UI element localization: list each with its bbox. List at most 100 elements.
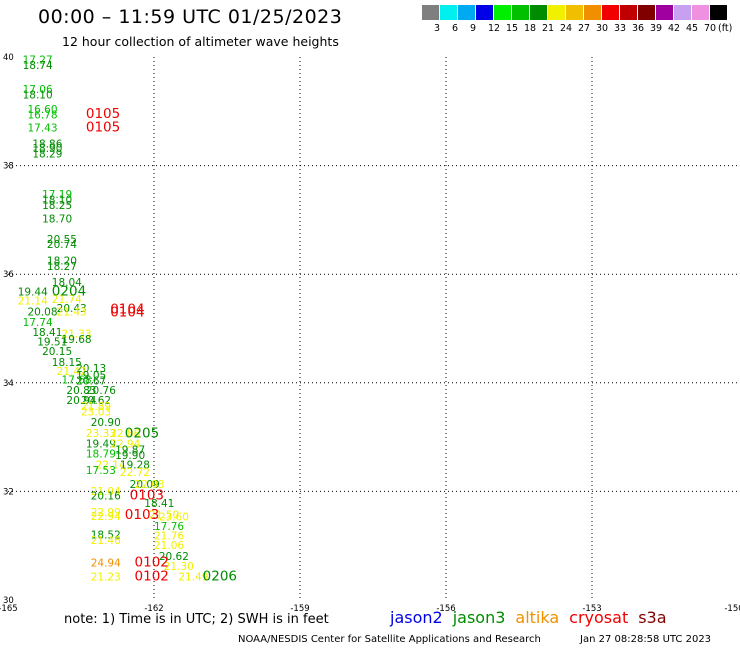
x-tick-label: -153 [582, 604, 601, 614]
legend-label: 12 [488, 23, 501, 34]
wave-height-label: 22.86 [110, 428, 140, 440]
wave-height-label: 21.46 [91, 535, 121, 547]
wave-height-label: 19.49 [86, 438, 116, 450]
grid-lines [8, 57, 738, 600]
legend-swatch [458, 5, 475, 20]
legend-label: 30 [596, 23, 609, 34]
wave-height-label: 20.62 [159, 551, 189, 563]
satellite-name-jason3: jason3 [452, 608, 506, 627]
chart-subtitle: 12 hour collection of altimeter wave hei… [62, 34, 339, 49]
wave-height-label: 24.94 [91, 557, 121, 569]
legend-label: 24 [560, 23, 573, 34]
wave-height-label: 23.60 [159, 512, 189, 524]
wave-height-label: 18.10 [42, 195, 72, 207]
wave-height-label: 18.25 [42, 200, 72, 212]
y-tick-label: 38 [3, 162, 14, 172]
legend-label: 39 [650, 23, 663, 34]
wave-height-label: 20.67 [76, 375, 106, 387]
wave-height-label: 18.52 [91, 530, 121, 542]
legend-swatch [584, 5, 601, 20]
pass-number-label: 0104 [110, 301, 144, 317]
legend-swatch [512, 5, 529, 20]
legend-label: 42 [668, 23, 681, 34]
legend-label: 18 [524, 23, 537, 34]
y-tick-label: 36 [3, 270, 14, 280]
wave-height-label: 20.55 [47, 234, 77, 246]
wave-height-label: 17.74 [23, 317, 53, 329]
wave-height-label: 22.03 [135, 479, 165, 491]
wave-height-label: 18.20 [47, 255, 77, 267]
wave-height-label: 18.90 [32, 143, 62, 155]
legend-label: 45 [686, 23, 699, 34]
legend-label: 36 [632, 23, 645, 34]
legend-swatch [530, 5, 547, 20]
wave-height-label: 19.44 [18, 286, 48, 298]
satellite-legend: jason2 jason3 altika cryosat s3a [390, 608, 677, 627]
wave-height-label: 20.16 [91, 491, 121, 503]
wave-height-label: 18.79 [86, 449, 116, 461]
legend-label: 15 [506, 23, 519, 34]
wave-height-label: 23.03 [81, 406, 111, 418]
wave-height-label: 17.27 [23, 55, 53, 67]
x-tick-label: -162 [144, 604, 163, 614]
legend-unit-label: (ft) [718, 23, 733, 34]
x-tick-label: -165 [0, 604, 18, 614]
wave-height-label: 20.76 [86, 385, 116, 397]
y-tick-label: 40 [3, 53, 14, 63]
data-points: 17.2718.7417.0618.1016.6016.7817.4318.86… [18, 55, 209, 584]
pass-number-label: 0104 [110, 305, 144, 321]
wave-height-label: 21.33 [62, 329, 92, 341]
wave-height-label: 21.49 [178, 571, 208, 583]
wave-height-label: 21.30 [164, 561, 194, 573]
wave-height-label: 17.76 [154, 521, 184, 533]
pass-number-label: 0103 [125, 507, 159, 523]
pass-number-label: 0102 [135, 568, 169, 584]
pass-number-label: 0102 [135, 554, 169, 570]
wave-height-label: 21.23 [91, 571, 121, 583]
wave-height-label: 18.74 [23, 60, 53, 72]
legend-label: 70 [704, 23, 717, 34]
legend-swatch [620, 5, 637, 20]
wave-height-label: 20.08 [27, 306, 57, 318]
wave-height-label: 18.29 [32, 148, 62, 160]
wave-height-label: 20.74 [47, 239, 77, 251]
legend-swatch [566, 5, 583, 20]
legend-label: 33 [614, 23, 627, 34]
wave-height-label: 22.72 [120, 467, 150, 479]
wave-height-label: 22.94 [91, 511, 121, 523]
wave-height-label: 20.83 [66, 385, 96, 397]
footnote: note: 1) Time is in UTC; 2) SWH is in fe… [64, 612, 329, 627]
satellite-name-jason2: jason2 [390, 608, 443, 627]
legend-swatch [548, 5, 565, 20]
wave-height-label: 18.15 [52, 357, 82, 369]
wave-height-label: 20.15 [42, 346, 72, 358]
wave-height-label: 21.74 [52, 294, 82, 306]
wave-height-label: 22.99 [91, 507, 121, 519]
satellite-name-cryosat: cryosat [569, 608, 629, 627]
wave-height-label: 21.14 [18, 296, 48, 308]
x-tick-label: -150 [724, 604, 740, 614]
wave-height-label: 21.42 [57, 366, 87, 378]
y-tick-label: 32 [3, 487, 14, 497]
satellite-name-altika: altika [515, 608, 560, 627]
wave-height-label: 18.86 [32, 139, 62, 151]
wave-height-label: 19.51 [37, 336, 67, 348]
wave-height-label: 20.94 [66, 395, 96, 407]
wave-height-label: 18.41 [144, 498, 174, 510]
wave-height-label: 22.14 [96, 460, 126, 472]
wave-height-label: 20.13 [76, 363, 106, 375]
legend-swatch [692, 5, 709, 20]
wave-height-label: 17.06 [23, 84, 53, 96]
wave-height-label: 21.50 [149, 510, 179, 522]
legend-label: 27 [578, 23, 591, 34]
wave-height-label: 21.89 [81, 401, 111, 413]
pass-number-label: 0105 [86, 106, 120, 122]
legend-label: 3 [434, 23, 441, 34]
legend-swatch [602, 5, 619, 20]
wave-height-label: 20.62 [81, 395, 111, 407]
wave-height-label: 17.43 [27, 122, 57, 134]
chart-title: 00:00 – 11:59 UTC 01/25/2023 [38, 6, 343, 28]
legend-label: 6 [452, 23, 459, 34]
wave-height-label: 19.68 [62, 334, 92, 346]
satellite-name-s3a: s3a [638, 608, 667, 627]
